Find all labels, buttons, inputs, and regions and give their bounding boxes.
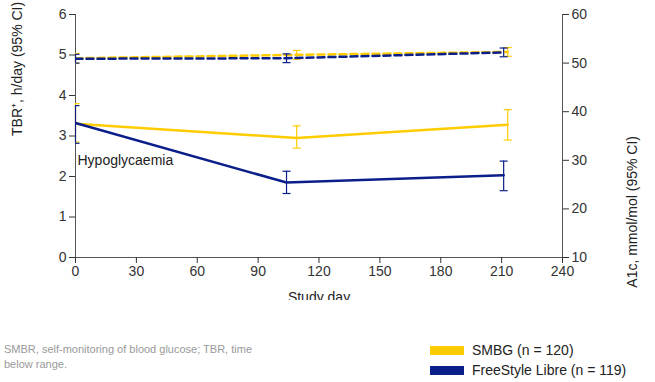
svg-text:3: 3 [59,127,67,143]
svg-text:2: 2 [59,168,67,184]
svg-text:240: 240 [551,263,575,279]
svg-text:5: 5 [59,46,67,62]
html-text:SMBG (n = 120): SMBG (n = 120) [472,342,574,358]
svg-text:6: 6 [59,6,67,22]
svg-text:1: 1 [59,208,67,224]
svg-text:0: 0 [59,249,67,265]
svg-text:30: 30 [572,152,588,168]
svg-text:0: 0 [72,263,80,279]
svg-text:180: 180 [429,263,453,279]
svg-text:210: 210 [490,263,514,279]
html-text:SMBR, self-monitoring of blood: SMBR, self-monitoring of blood glucose; … [4,343,252,370]
svg-text:150: 150 [368,263,392,279]
svg-text:40: 40 [572,103,588,119]
svg-text:30: 30 [129,263,145,279]
svg-text:A1c, mmol/mol (95% CI): A1c, mmol/mol (95% CI) [624,136,640,288]
svg-text:20: 20 [572,200,588,216]
svg-text:90: 90 [250,263,266,279]
html-text:FreeStyle Libre (n = 119): FreeStyle Libre (n = 119) [472,362,627,378]
svg-text:Study day: Study day [288,289,350,301]
svg-text:Hypoglycaemia: Hypoglycaemia [78,152,174,168]
svg-text:10: 10 [572,249,588,265]
svg-text:120: 120 [307,263,331,279]
svg-text:60: 60 [189,263,205,279]
svg-text:TBR⁺, h/day (95% CI): TBR⁺, h/day (95% CI) [9,2,25,136]
svg-text:4: 4 [59,87,67,103]
svg-text:60: 60 [572,6,588,22]
svg-text:50: 50 [572,55,588,71]
